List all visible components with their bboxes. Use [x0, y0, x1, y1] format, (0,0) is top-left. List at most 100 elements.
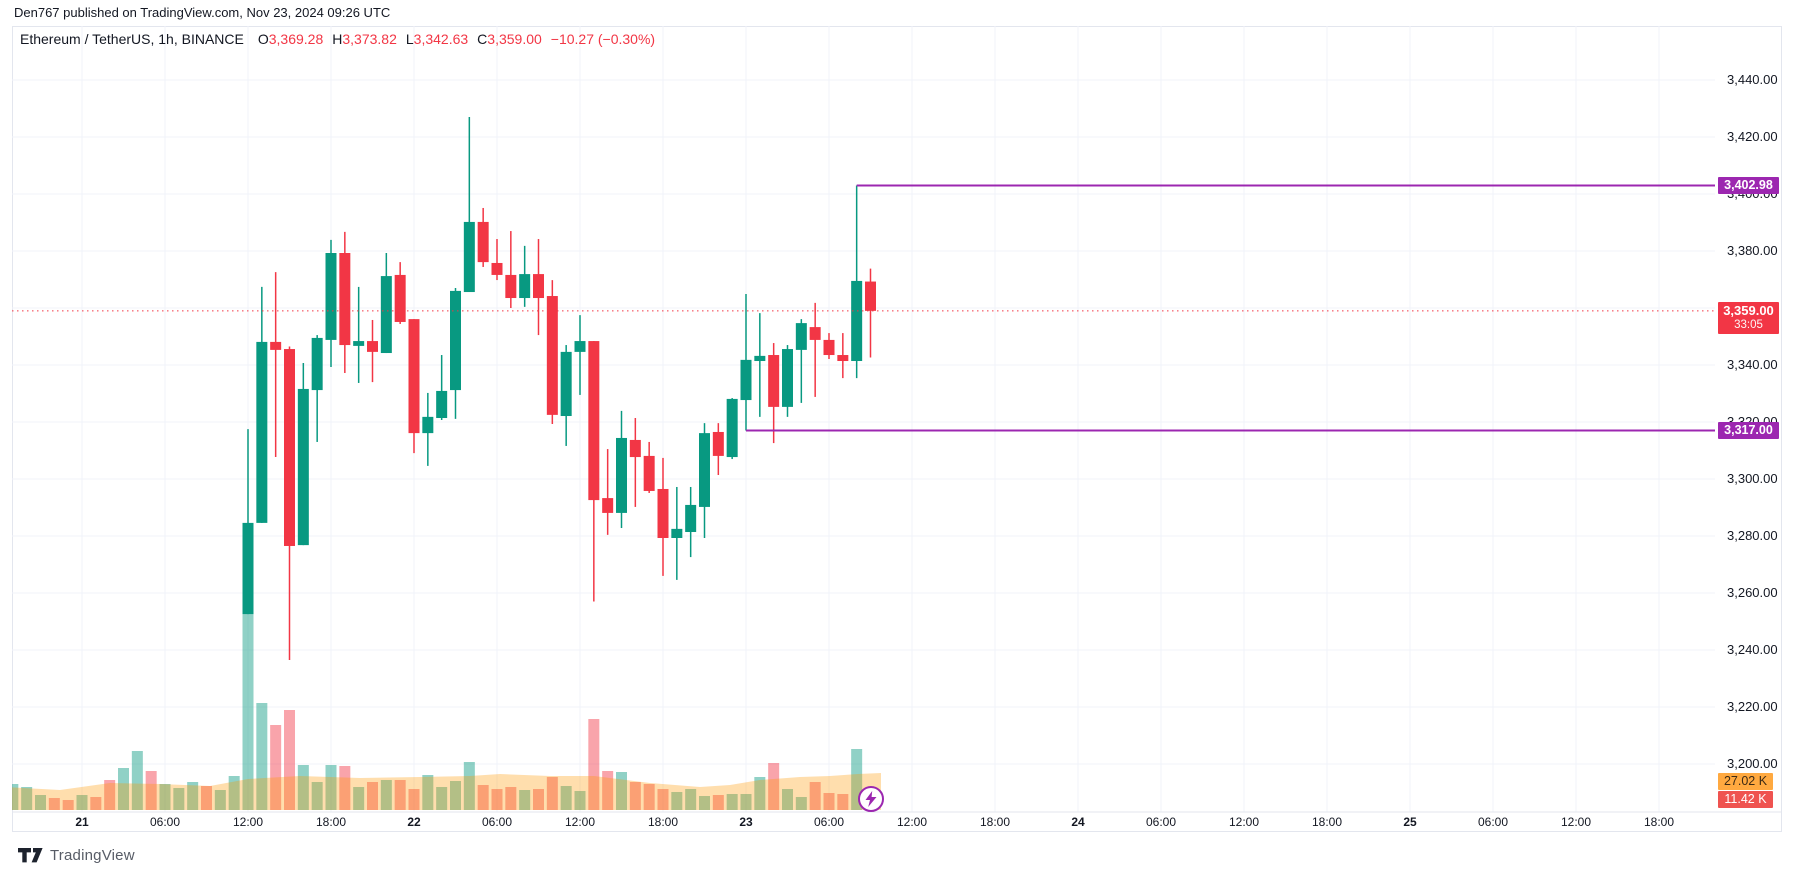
- volume-bar: [159, 784, 171, 810]
- candle: [685, 504, 697, 533]
- ohlc-value: 3,369.28: [268, 31, 324, 47]
- time-tick-label: 06:00: [813, 815, 845, 829]
- volume-bar: [740, 794, 752, 810]
- volume-bar: [463, 762, 475, 810]
- time-tick-label: 18:00: [315, 815, 347, 829]
- volume-bar: [353, 787, 365, 810]
- volume-bar: [643, 784, 655, 810]
- volume-bar: [449, 781, 461, 810]
- volume-bar: [408, 789, 420, 810]
- candle: [837, 355, 849, 362]
- candle: [339, 252, 351, 346]
- volume-bar: [726, 794, 738, 810]
- chart-legend: Ethereum / TetherUS, 1h, BINANCE O3,369.2…: [20, 31, 655, 47]
- time-tick-label: 22: [407, 815, 421, 829]
- volume-bar: [823, 793, 835, 810]
- price-tick-label: 3,280.00: [1727, 528, 1778, 543]
- candle: [422, 416, 434, 434]
- candle: [532, 274, 544, 299]
- candle: [546, 296, 558, 415]
- time-tick-label: 23: [739, 815, 753, 829]
- candle: [297, 388, 309, 546]
- ohlc-key: C: [477, 31, 488, 47]
- time-tick-label: 12:00: [1228, 815, 1260, 829]
- candle: [768, 355, 780, 407]
- volume-bar: [712, 795, 724, 810]
- tradingview-mark-icon: [18, 848, 43, 863]
- candle: [353, 341, 365, 346]
- price-tick-label: 3,200.00: [1727, 756, 1778, 771]
- candle: [560, 351, 572, 417]
- volume-bar: [311, 782, 323, 810]
- time-tick-label: 21: [75, 815, 89, 829]
- last-price-label: 3,359.00 33:05: [1718, 302, 1779, 334]
- volume-bar: [118, 768, 130, 810]
- time-tick-label: 24: [1071, 815, 1085, 829]
- candle: [629, 439, 641, 458]
- symbol-title: Ethereum / TetherUS, 1h, BINANCE: [20, 31, 244, 47]
- volume-bar: [560, 786, 572, 810]
- volume-bar: [615, 772, 627, 810]
- candle: [449, 290, 461, 391]
- time-tick-label: 18:00: [979, 815, 1011, 829]
- low-line-price-label: 3,317.00: [1718, 422, 1779, 439]
- volume-bar: [491, 789, 503, 810]
- price-tick-label: 3,260.00: [1727, 585, 1778, 600]
- candle: [574, 341, 586, 352]
- volume-bar: [809, 782, 821, 810]
- bar-countdown: 33:05: [1734, 319, 1763, 331]
- candle: [726, 398, 738, 458]
- attribution-text: Den767 published on TradingView.com, Nov…: [14, 5, 391, 20]
- tradingview-logo[interactable]: TradingView: [18, 847, 135, 864]
- volume-bar: [837, 794, 849, 810]
- volume-bar: [629, 782, 641, 810]
- volume-bar: [505, 787, 517, 810]
- volume-bar: [76, 795, 88, 810]
- volume-bar: [104, 780, 116, 810]
- last-price-value: 3,359.00: [1723, 303, 1774, 318]
- ohlc-values: O3,369.28 H3,373.82 L3,342.63 C3,359.00: [258, 31, 551, 47]
- time-tick-label: 25: [1403, 815, 1417, 829]
- candle: [588, 341, 600, 501]
- volume-bar: [173, 788, 185, 810]
- candle: [270, 341, 282, 350]
- candle: [380, 276, 392, 354]
- time-tick-label: 12:00: [896, 815, 928, 829]
- volume-bar: [325, 765, 337, 810]
- volume-bar: [145, 771, 157, 810]
- volume-bar: [270, 725, 282, 810]
- candle: [602, 498, 614, 513]
- candle: [283, 349, 295, 546]
- candle: [519, 274, 531, 299]
- volume-bar: [698, 796, 710, 810]
- volume-bar: [90, 797, 102, 810]
- candle: [242, 522, 254, 615]
- volume-bar: [477, 785, 489, 810]
- volume-label: 11.42 K: [1718, 791, 1773, 808]
- volume-bar: [519, 790, 531, 810]
- candle: [394, 274, 406, 322]
- price-chart-canvas[interactable]: [12, 26, 1782, 832]
- candle: [366, 341, 378, 352]
- change-value: −10.27 (−0.30%): [550, 31, 656, 47]
- price-tick-label: 3,440.00: [1727, 72, 1778, 87]
- candle: [823, 339, 835, 356]
- lightning-bolt-icon: [865, 791, 877, 807]
- candle: [712, 431, 724, 456]
- candle: [657, 488, 669, 538]
- price-tick-label: 3,300.00: [1727, 471, 1778, 486]
- volume-ma-label: 27.02 K: [1718, 773, 1773, 790]
- ohlc-value: 3,373.82: [342, 31, 397, 47]
- candle: [436, 390, 448, 419]
- candle: [809, 327, 821, 340]
- price-tick-label: 3,380.00: [1727, 243, 1778, 258]
- instant-trading-button[interactable]: [858, 786, 884, 812]
- ohlc-key: L: [405, 31, 414, 47]
- ohlc-key: H: [332, 31, 343, 47]
- volume-ma-area: [12, 773, 881, 810]
- high-line-price-label: 3,402.98: [1718, 177, 1779, 194]
- candle: [795, 323, 807, 350]
- time-tick-label: 18:00: [647, 815, 679, 829]
- candle: [505, 274, 517, 299]
